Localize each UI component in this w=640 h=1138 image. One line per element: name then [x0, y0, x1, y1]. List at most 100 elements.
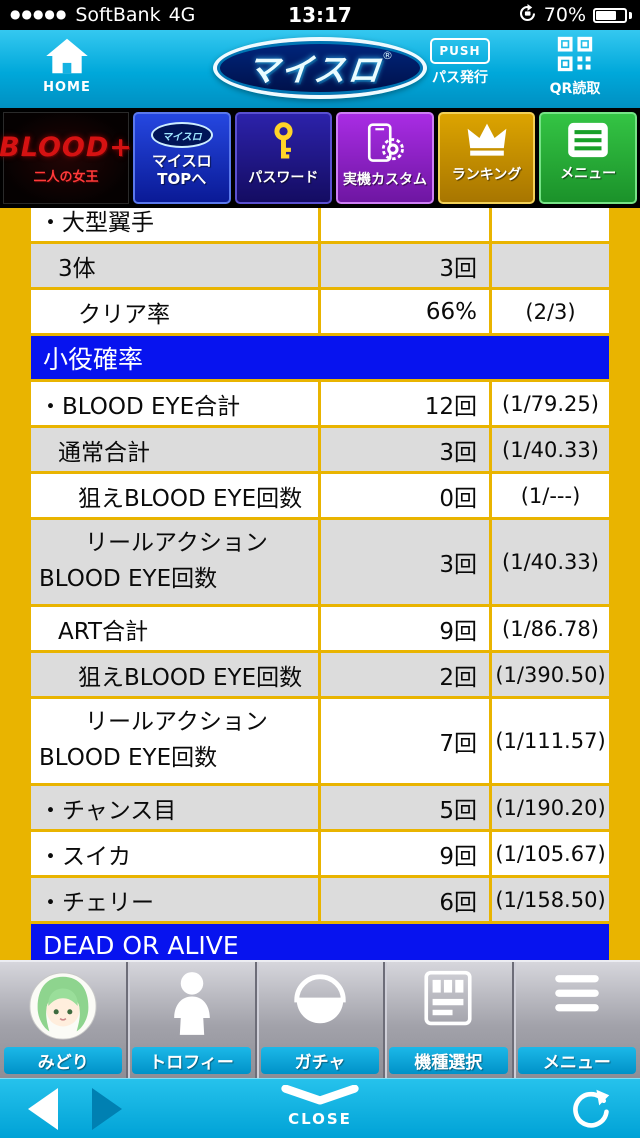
battery-nub — [629, 11, 632, 19]
table-row: 3体 3回 — [31, 244, 609, 287]
pass-issue-button[interactable]: PUSH パス発行 — [420, 38, 500, 87]
password-label: パスワード — [248, 170, 319, 186]
banner-subtitle: 二人の女王 — [33, 169, 99, 185]
row-label: 狙えBLOOD EYE回数 — [31, 474, 318, 517]
row-ratio — [492, 208, 609, 241]
table-row: リールアクション BLOOD EYE回数 7回 (1/111.57) — [31, 699, 609, 783]
trophy-figure-icon — [162, 969, 222, 1041]
home-button[interactable]: HOME — [28, 37, 106, 95]
row-ratio: (1/390.50) — [492, 653, 609, 696]
table-row: ・チェリー 6回 (1/158.50) — [31, 878, 609, 921]
row-value: 2回 — [321, 653, 489, 696]
row-label: リールアクション BLOOD EYE回数 — [31, 520, 318, 604]
table-row: ART合計 9回 (1/86.78) — [31, 607, 609, 650]
nav-menu-button[interactable]: メニュー — [539, 112, 637, 204]
row-label: ART合計 — [31, 607, 318, 650]
row-ratio: (1/79.25) — [492, 382, 609, 425]
phone-gear-icon — [364, 122, 406, 168]
row-label: 通常合計 — [31, 428, 318, 471]
myslot-logo[interactable]: マイスロ ® — [213, 37, 427, 99]
back-arrow-icon — [28, 1088, 58, 1130]
password-button[interactable]: パスワード — [234, 112, 333, 204]
row-value: 66% — [321, 290, 489, 333]
key-icon — [267, 122, 300, 166]
toolbar-machine-select-button[interactable]: 機種選択 — [383, 962, 511, 1078]
table-row: 狙えBLOOD EYE回数 0回 (1/---) — [31, 474, 609, 517]
gacha-capsule-icon — [289, 969, 351, 1035]
row-value: 7回 — [321, 699, 489, 783]
close-label: CLOSE — [288, 1110, 352, 1128]
clock: 13:17 — [288, 3, 352, 27]
row-value: 12回 — [321, 382, 489, 425]
toolbar-gacha-label: ガチャ — [260, 1047, 380, 1074]
push-icon: PUSH — [430, 38, 490, 64]
myslot-top-button[interactable]: マイスロ マイスロ TOPへ — [133, 112, 231, 204]
orientation-lock-icon — [518, 3, 537, 27]
toolbar-menu-label: メニュー — [517, 1047, 637, 1074]
table-row: ・スイカ 9回 (1/105.67) — [31, 832, 609, 875]
refresh-button[interactable] — [568, 1087, 612, 1135]
row-label: ・スイカ — [31, 832, 318, 875]
toolbar-machine-select-label: 機種選択 — [389, 1047, 508, 1074]
row-ratio: (1/40.33) — [492, 520, 609, 604]
battery-fill — [596, 10, 616, 20]
myslot-mini-logo-icon: マイスロ — [150, 122, 213, 148]
signal-strength-icon: ●●●●● — [10, 7, 68, 21]
close-button[interactable]: CLOSE — [278, 1084, 362, 1128]
row-value: 9回 — [321, 832, 489, 875]
myslot-mini-logo-text: マイスロ — [161, 131, 202, 143]
row-label: ・チャンス目 — [31, 786, 318, 829]
ranking-button[interactable]: ランキング — [437, 112, 536, 204]
table-row: クリア率 66% (2/3) — [31, 290, 609, 333]
row-ratio: (2/3) — [492, 290, 609, 333]
battery-icon — [593, 7, 627, 23]
row-label: クリア率 — [31, 290, 318, 333]
row-label: ・チェリー — [31, 878, 318, 921]
qr-read-button[interactable]: QR読取 — [536, 36, 614, 98]
toolbar-menu-button[interactable]: メニュー — [511, 962, 640, 1078]
row-value: 6回 — [321, 878, 489, 921]
stats-table: ・大型翼手 3体 3回 クリア率 66% (2/3) 小役確率 ・BLOOD E… — [0, 208, 640, 960]
logo-text: マイスロ — [244, 51, 384, 89]
refresh-icon — [568, 1089, 612, 1135]
row-value: 3回 — [321, 428, 489, 471]
row-value: 0回 — [321, 474, 489, 517]
app-header: HOME マイスロ ® PUSH パス発行 — [0, 30, 640, 108]
bottom-nav-bar: CLOSE — [0, 1078, 640, 1138]
list-icon — [567, 122, 609, 162]
toolbar-trophy-label: トロフィー — [132, 1047, 251, 1074]
row-value: 5回 — [321, 786, 489, 829]
game-banner[interactable]: BLOOD+ 二人の女王 — [0, 112, 132, 204]
table-row: 通常合計 3回 (1/40.33) — [31, 428, 609, 471]
section-header: DEAD OR ALIVE — [31, 924, 609, 960]
row-value: 3回 — [321, 244, 489, 287]
back-button[interactable] — [28, 1088, 58, 1130]
row-ratio: (1/190.20) — [492, 786, 609, 829]
row-ratio: (1/86.78) — [492, 607, 609, 650]
row-label: ・大型翼手 — [31, 208, 318, 241]
toolbar-midori-label: みどり — [4, 1047, 123, 1074]
toolbar-gacha-button[interactable]: ガチャ — [254, 962, 383, 1078]
status-left-group: ●●●●● SoftBank 4G — [10, 4, 195, 26]
nav-menu-label: メニュー — [560, 166, 617, 182]
machine-custom-button[interactable]: 実機カスタム — [336, 112, 434, 204]
row-ratio: (1/---) — [492, 474, 609, 517]
table-row: リールアクション BLOOD EYE回数 3回 (1/40.33) — [31, 520, 609, 604]
bottom-toolbar: みどり トロフィー ガチャ — [0, 960, 640, 1078]
toolbar-midori-button[interactable]: みどり — [0, 962, 126, 1078]
forward-button[interactable] — [92, 1088, 122, 1130]
status-bar: ●●●●● SoftBank 4G 13:17 70% — [0, 0, 640, 30]
table-row: ・BLOOD EYE合計 12回 (1/79.25) — [31, 382, 609, 425]
table-row: 狙えBLOOD EYE回数 2回 (1/390.50) — [31, 653, 609, 696]
chevron-down-icon — [278, 1084, 362, 1109]
row-ratio: (1/111.57) — [492, 699, 609, 783]
row-label: 狙えBLOOD EYE回数 — [31, 653, 318, 696]
ranking-label: ランキング — [451, 167, 522, 183]
forward-arrow-icon — [92, 1088, 122, 1130]
logo-reg-mark: ® — [382, 49, 394, 62]
toolbar-trophy-button[interactable]: トロフィー — [126, 962, 254, 1078]
hamburger-icon — [548, 969, 606, 1025]
home-label: HOME — [43, 80, 91, 95]
crown-icon — [465, 122, 509, 163]
table-row: ・チャンス目 5回 (1/190.20) — [31, 786, 609, 829]
